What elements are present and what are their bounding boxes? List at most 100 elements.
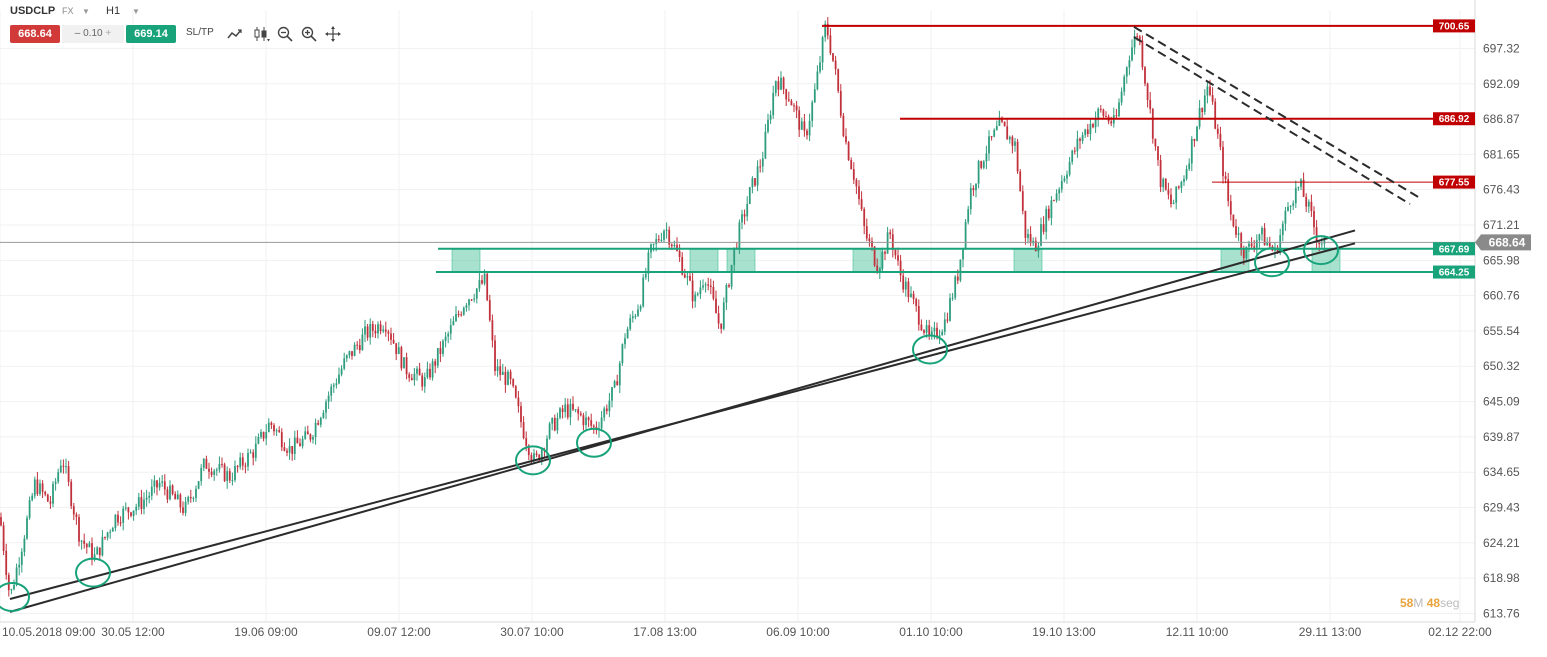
candle-body — [322, 412, 325, 418]
candle-body — [811, 102, 814, 121]
line-chart-icon[interactable] — [226, 25, 244, 43]
buy-price-button[interactable]: 669.14 — [126, 25, 176, 43]
candle-body — [582, 415, 585, 426]
candle-body — [299, 443, 301, 447]
candle-body — [88, 543, 91, 548]
candle-body — [1008, 136, 1011, 140]
candle-body — [382, 329, 385, 332]
candle-body — [634, 315, 637, 317]
candle-body — [551, 417, 554, 424]
candle-body — [559, 408, 561, 418]
x-axis: 10.05.2018 09:00 30.05 12:00 19.06 09:00 09… — [2, 625, 1492, 639]
chevron-down-icon[interactable]: ▼ — [132, 7, 140, 16]
spread-plus[interactable]: + — [105, 28, 112, 39]
candle-body — [644, 273, 647, 278]
zoom-in-icon[interactable] — [300, 25, 318, 43]
candle-body — [936, 327, 938, 338]
candle-body — [171, 485, 174, 494]
candle-body — [1019, 171, 1022, 192]
chevron-down-icon[interactable]: ▼ — [82, 7, 90, 16]
candle-body — [5, 550, 8, 575]
candle-body — [709, 285, 712, 288]
candle-body — [161, 481, 164, 483]
candle-body — [252, 452, 255, 458]
candle-body — [670, 244, 673, 247]
candle-body — [36, 479, 39, 495]
candle-body — [296, 437, 299, 444]
candle-body — [397, 347, 400, 355]
sell-price-button[interactable]: 668.64 — [10, 25, 60, 43]
candle-body — [431, 361, 434, 378]
candle-body — [70, 481, 73, 507]
candle-body — [231, 480, 234, 482]
candle-body — [881, 251, 884, 269]
candle-body — [621, 344, 624, 364]
candle-body — [249, 452, 252, 454]
candle-body — [117, 514, 119, 523]
candle-body — [278, 430, 281, 433]
candle-body — [1071, 150, 1074, 162]
y-tick-label: 692.09 — [1483, 77, 1520, 91]
symbol-label[interactable]: USDCLP — [10, 5, 56, 17]
candle-body — [746, 203, 749, 217]
candle-body — [1183, 178, 1185, 182]
candle-body — [192, 497, 195, 499]
candle-body — [956, 276, 959, 281]
candle-body — [52, 483, 54, 504]
candle-body — [1196, 126, 1198, 141]
candle-body — [1177, 186, 1180, 188]
candle-body — [585, 417, 587, 426]
candle-body — [998, 117, 1001, 127]
crosshair-icon[interactable] — [324, 25, 342, 43]
candle-body — [785, 89, 788, 100]
candle-body — [1209, 86, 1211, 96]
candle-body — [704, 284, 707, 286]
candle-body — [665, 229, 668, 231]
y-tick-label: 697.32 — [1483, 41, 1520, 55]
candle-body — [257, 437, 260, 444]
timeframe-label[interactable]: H1 — [106, 5, 121, 17]
candle-body — [600, 417, 603, 429]
candle-body — [509, 371, 512, 380]
y-tick-label: 660.76 — [1483, 289, 1520, 303]
candle-body — [1128, 60, 1131, 68]
candle-body — [67, 466, 70, 482]
candle-body — [868, 238, 871, 242]
candle-body — [1073, 150, 1076, 152]
y-tick-label: 645.09 — [1483, 395, 1520, 409]
candle-body — [392, 339, 395, 344]
candle-body — [1305, 196, 1308, 207]
candle-body — [962, 248, 964, 260]
touch-circle — [1303, 235, 1339, 266]
candle-body — [390, 333, 392, 340]
level-tag — [1433, 242, 1475, 256]
spread-minus[interactable]: – — [74, 28, 81, 39]
candle-body — [1138, 36, 1141, 41]
candle-body — [351, 351, 353, 356]
zoom-out-icon[interactable] — [276, 25, 294, 43]
support-zone — [689, 248, 719, 273]
candle-body — [416, 368, 418, 374]
candle-body — [696, 293, 699, 295]
candle-body — [577, 409, 580, 414]
candle-body — [1029, 233, 1032, 244]
candle-body — [1040, 224, 1042, 246]
candle-body — [317, 422, 320, 425]
level-tag — [1433, 112, 1475, 126]
candle-body — [426, 368, 429, 378]
candle-body — [899, 260, 902, 276]
candle-body — [288, 446, 291, 453]
candle-body — [1133, 36, 1136, 48]
candle-body — [1201, 107, 1204, 112]
candle-body — [1170, 194, 1172, 205]
candles-icon[interactable] — [252, 25, 270, 43]
candle-body — [400, 347, 403, 369]
candle-body — [442, 340, 444, 354]
candle-body — [1159, 160, 1162, 188]
candle-body — [481, 280, 483, 284]
candle-body — [197, 481, 200, 489]
sltp-button[interactable]: SL/TP — [186, 27, 214, 38]
candle-body — [915, 299, 918, 306]
